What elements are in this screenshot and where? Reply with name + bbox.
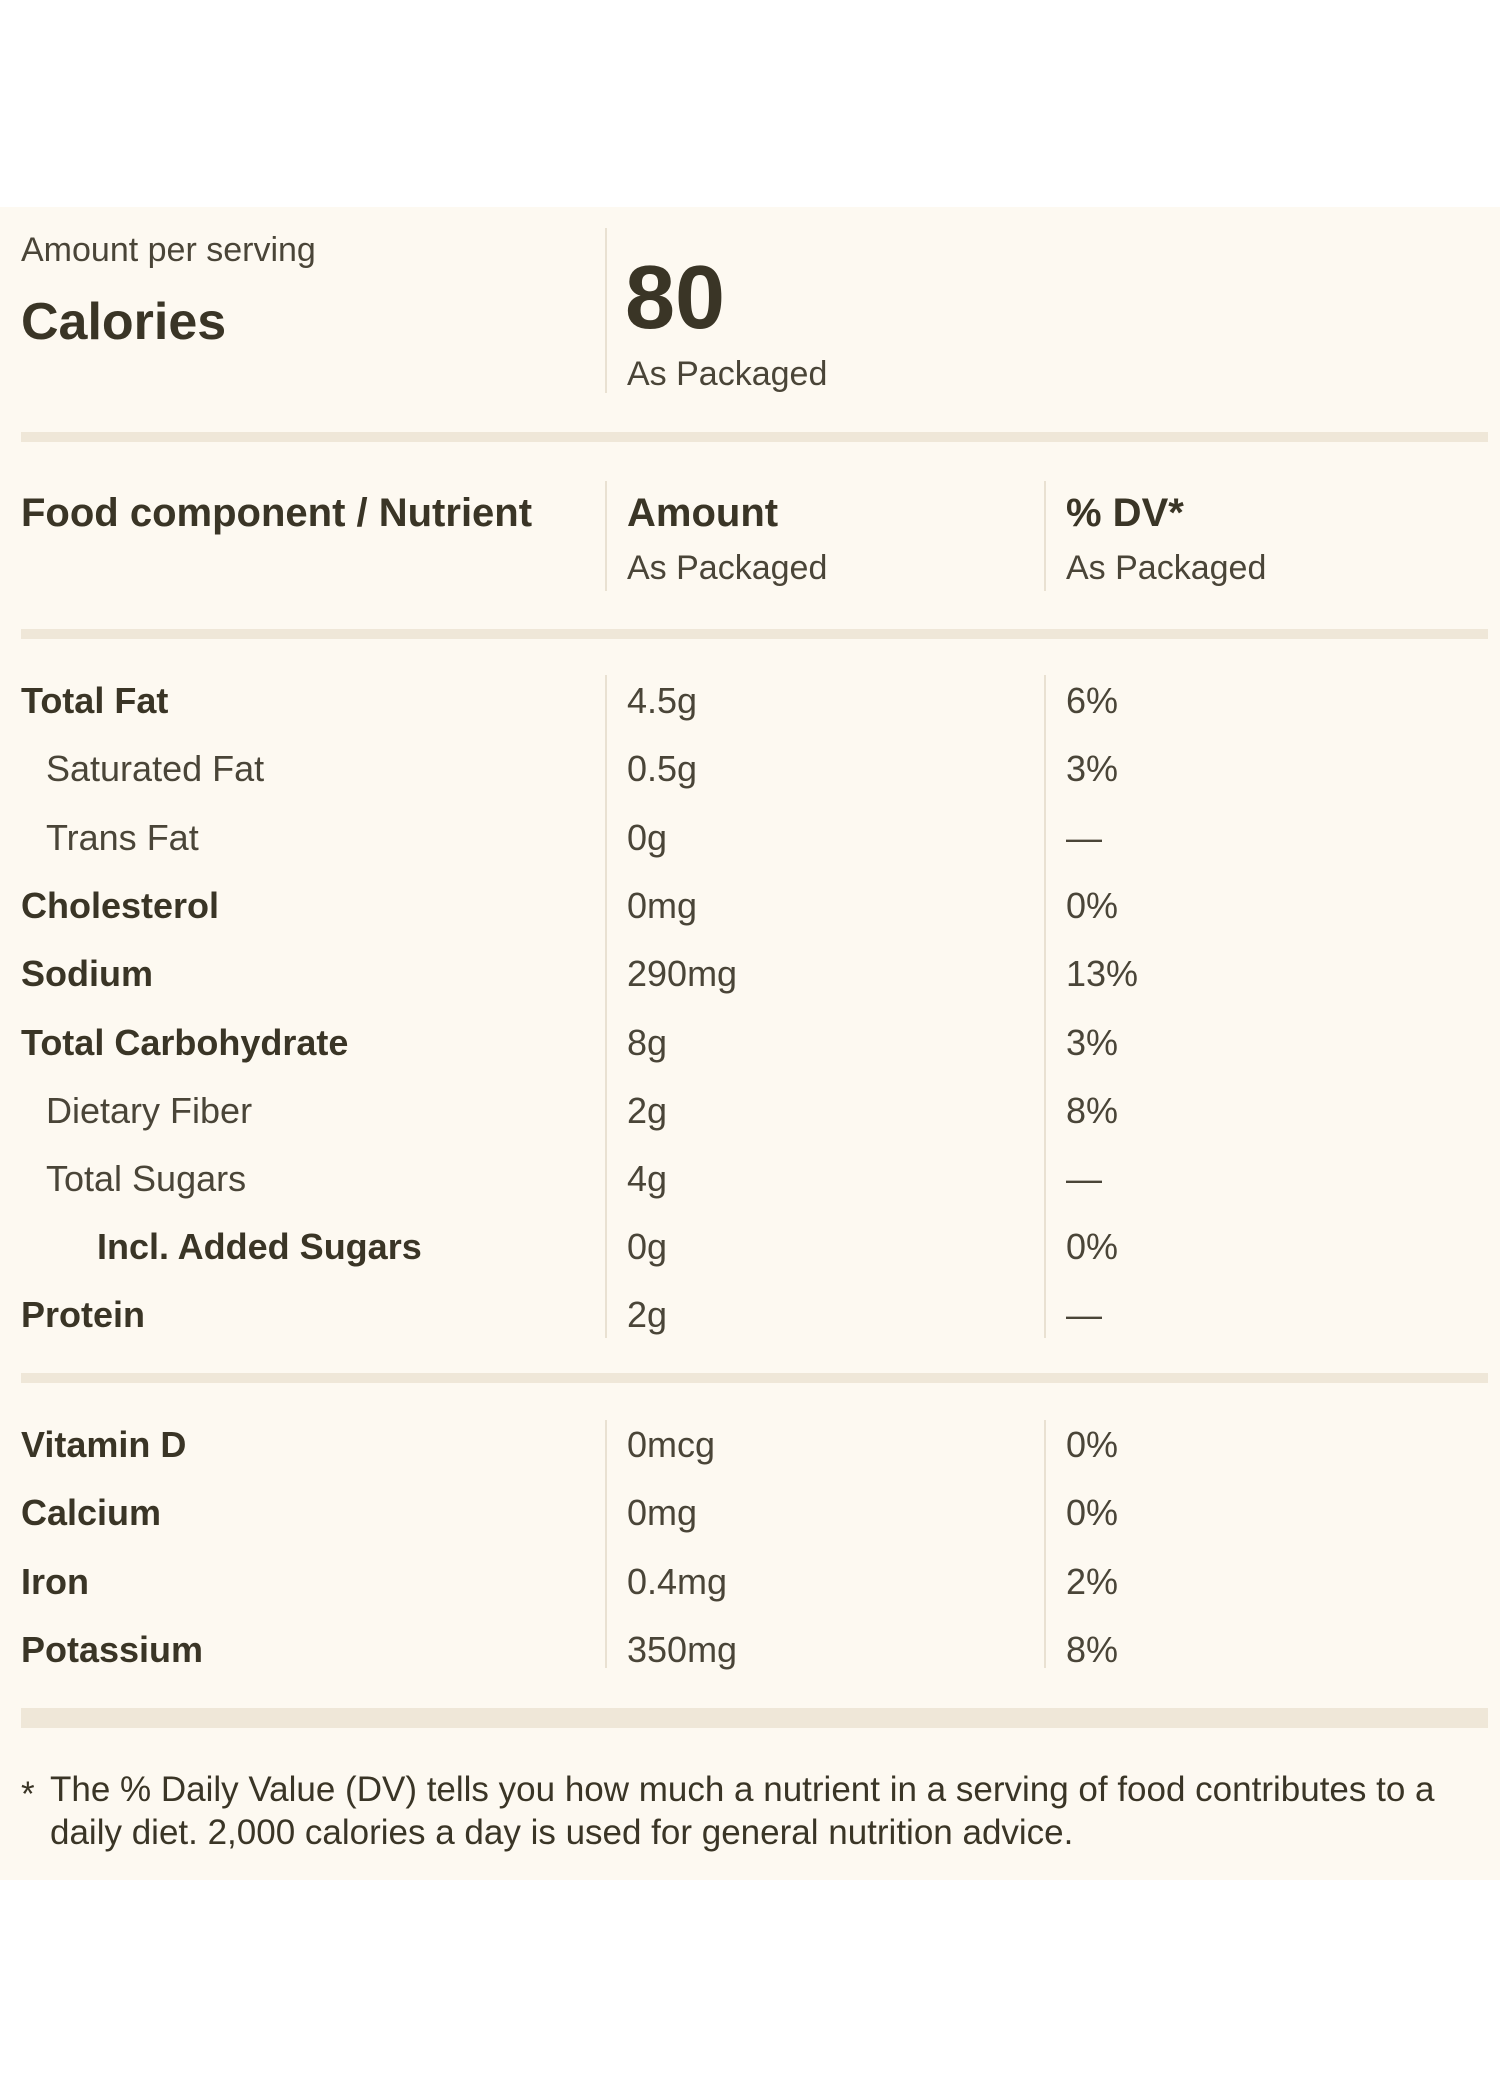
nutrient-name: Incl. Added Sugars [97,1226,422,1267]
nutrient-dv: — [1066,817,1102,858]
nutrient-amount: 0.4mg [627,1561,728,1602]
nutrient-dv: 8% [1066,1629,1119,1670]
calories-divider [605,228,607,393]
nutrient-dv: 3% [1066,748,1119,789]
nutrient-name: Protein [21,1294,146,1335]
nutrient-amount: 8g [627,1022,668,1063]
nutrient-amount: 2g [627,1294,668,1335]
nutrient-amount: 0g [627,1226,668,1267]
nutrient-name: Saturated Fat [46,748,265,789]
nutrient-name: Total Fat [21,680,169,721]
nutrient-dv: — [1066,1158,1102,1199]
nutrient-name: Calcium [21,1492,162,1533]
nutrient-dv: — [1066,1294,1102,1335]
nutrient-amount: 290mg [627,953,738,994]
vitamins-divider-2 [1044,1420,1046,1668]
amount-per-serving-label: Amount per serving [21,231,316,269]
section-divider-vitamins [21,1708,1488,1728]
header-dv-basis: As Packaged [1066,549,1267,587]
section-divider-calories [21,432,1488,442]
nutrient-amount: 0mg [627,885,698,926]
nutrient-name: Dietary Fiber [46,1090,253,1131]
nutrient-amount: 0.5g [627,748,698,789]
nutrient-dv: 0% [1066,885,1119,926]
footnote-marker: * [21,1775,35,1814]
footnote-text: The % Daily Value (DV) tells you how muc… [50,1770,1435,1852]
calories-basis: As Packaged [627,355,828,393]
calories-value: 80 [625,248,726,348]
nutrient-amount: 350mg [627,1629,738,1670]
nutrient-dv: 0% [1066,1226,1119,1267]
nutrient-dv: 8% [1066,1090,1119,1131]
header-amount-basis: As Packaged [627,549,828,587]
nutrient-amount: 4g [627,1158,668,1199]
header-dv: % DV* [1066,491,1184,535]
vitamins-divider-1 [605,1420,607,1668]
nutrient-dv: 0% [1066,1492,1119,1533]
nutrient-name: Sodium [21,953,153,994]
nutrient-amount: 0g [627,817,668,858]
nutrient-dv: 2% [1066,1561,1119,1602]
nutrient-name: Cholesterol [21,885,220,926]
nutrient-name: Total Sugars [46,1158,247,1199]
section-divider-nutrients [21,1373,1488,1383]
nutrient-dv: 13% [1066,953,1139,994]
nutrients-divider-1 [605,675,607,1338]
nutrient-amount: 4.5g [627,680,698,721]
nutrient-dv: 0% [1066,1424,1119,1465]
nutrient-dv: 6% [1066,680,1119,721]
nutrient-amount: 0mg [627,1492,698,1533]
nutrient-dv: 3% [1066,1022,1119,1063]
nutrition-facts-panel [0,207,1500,1880]
nutrient-name: Vitamin D [21,1424,187,1465]
header-divider-1 [605,481,607,591]
header-nutrient: Food component / Nutrient [21,491,533,535]
header-amount: Amount [627,491,779,535]
nutrient-amount: 2g [627,1090,668,1131]
nutrient-name: Iron [21,1561,89,1602]
nutrient-name: Total Carbohydrate [21,1022,349,1063]
section-divider-header [21,629,1488,639]
nutrient-amount: 0mcg [627,1424,716,1465]
nutrient-name: Trans Fat [46,817,199,858]
calories-label: Calories [21,293,227,351]
header-divider-2 [1044,481,1046,591]
nutrients-divider-2 [1044,675,1046,1338]
nutrient-name: Potassium [21,1629,204,1670]
